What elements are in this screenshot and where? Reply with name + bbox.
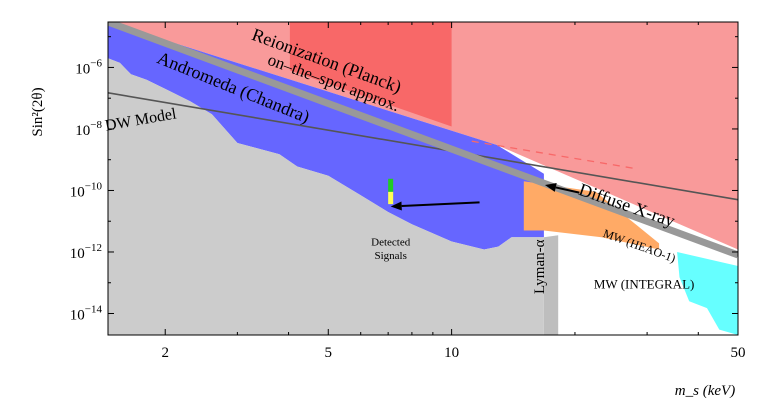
annotation-signals: Signals	[374, 250, 406, 262]
signal-mark-lower	[388, 191, 394, 205]
annotation-detected: Detected	[371, 237, 411, 249]
region-excluded-general	[108, 22, 738, 250]
tick-layer: 2 5 10 50 10−6 10−8 10−10 10−12 10−14	[70, 22, 746, 361]
signal-mark-upper	[388, 178, 394, 192]
detected-signals	[388, 178, 394, 205]
y-tick-label: 10−8	[75, 119, 102, 139]
x-axis-label: m_s (keV)	[675, 383, 735, 399]
x-tick-label: 5	[325, 345, 333, 361]
x-tick-label: 10	[444, 345, 459, 361]
y-tick-label: 10−10	[70, 181, 103, 201]
annotation-mw-integral: MW (INTEGRAL)	[594, 277, 695, 292]
line-dw-model	[108, 92, 738, 201]
region-dw-model-region	[108, 58, 544, 335]
x-tick-label: 2	[161, 345, 169, 361]
annotation-lyman: Lyman-α	[532, 239, 548, 294]
y-axis-label: Sin²(2θ)	[30, 87, 46, 136]
region-andromeda-chandra	[108, 22, 544, 250]
region-lyman	[543, 235, 559, 335]
annotation-arrow-2	[544, 183, 580, 194]
y-tick-label: 10−12	[70, 242, 102, 262]
annotation-arrow-1	[390, 201, 480, 211]
region-diffuse-x-ray	[523, 181, 660, 250]
x-tick-label: 50	[731, 345, 746, 361]
line-layer	[108, 22, 738, 259]
line-reionization-planck-extension	[471, 140, 639, 170]
line-boundary	[108, 22, 738, 259]
plot-frame	[107, 21, 739, 336]
region-layer	[108, 22, 738, 335]
y-tick-label: 10−6	[75, 57, 102, 77]
region-reionization-planck	[289, 22, 452, 127]
region-mw-integral	[677, 252, 738, 335]
y-tick-label: 10−14	[70, 304, 103, 324]
